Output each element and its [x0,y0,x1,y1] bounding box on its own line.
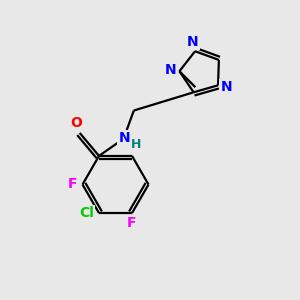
Text: F: F [127,216,137,230]
Text: F: F [68,178,78,191]
Text: N: N [220,80,232,94]
Text: Cl: Cl [79,206,94,220]
Text: N: N [187,35,199,49]
Text: H: H [131,138,141,151]
Text: O: O [70,116,82,130]
Text: N: N [118,131,130,145]
Text: N: N [165,63,177,77]
